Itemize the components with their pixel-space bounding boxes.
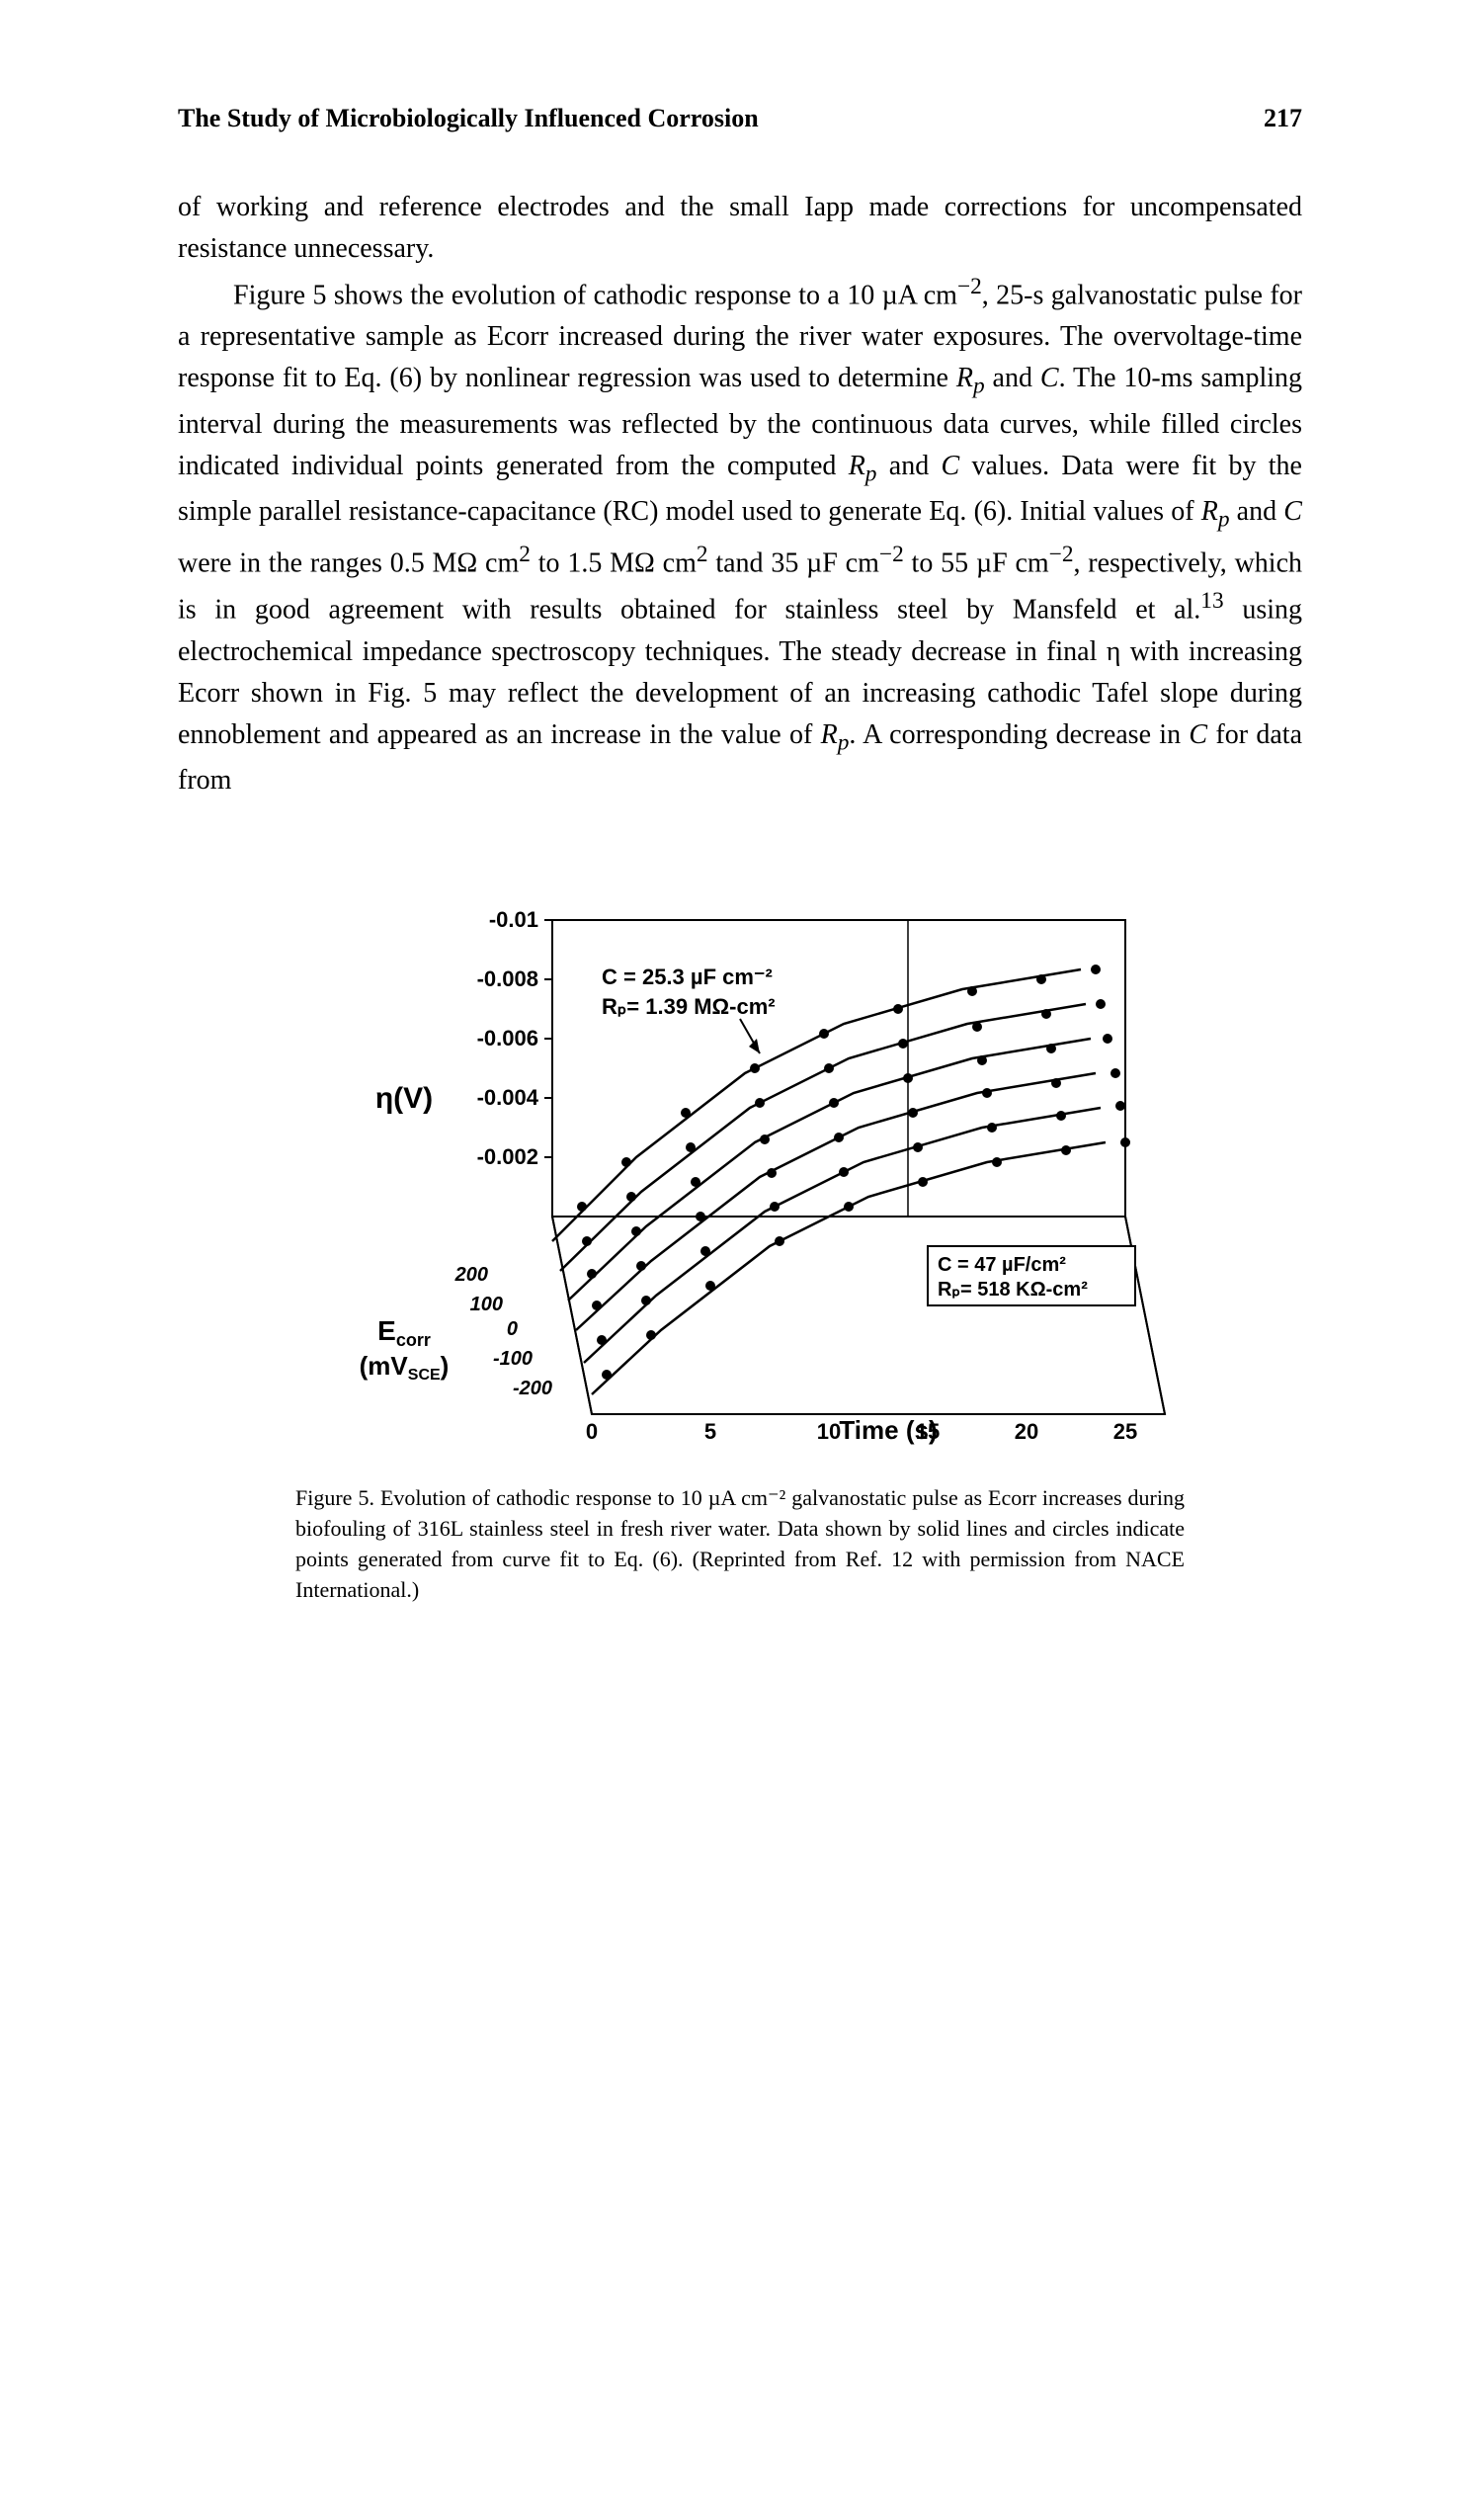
svg-text:25: 25 xyxy=(1113,1419,1137,1444)
svg-text:200: 200 xyxy=(454,1264,488,1286)
svg-text:η(V): η(V) xyxy=(375,1082,433,1115)
figure-svg: -0.01-0.008-0.006-0.004-0.002η(V)0510152… xyxy=(295,881,1185,1454)
figure-caption: Figure 5. Evolution of cathodic response… xyxy=(295,1483,1185,1605)
svg-text:Rₚ= 518 KΩ-cm²: Rₚ= 518 KΩ-cm² xyxy=(938,1279,1088,1301)
paragraph-2: Figure 5 shows the evolution of cathodic… xyxy=(178,270,1302,801)
svg-text:5: 5 xyxy=(704,1419,716,1444)
body-text: of working and reference electrodes and … xyxy=(178,187,1302,801)
page-number: 217 xyxy=(1264,99,1302,137)
page-header: The Study of Microbiologically Influence… xyxy=(178,99,1302,137)
svg-text:0: 0 xyxy=(586,1419,598,1444)
svg-text:Time (s): Time (s) xyxy=(839,1415,937,1445)
svg-text:20: 20 xyxy=(1015,1419,1038,1444)
running-title: The Study of Microbiologically Influence… xyxy=(178,99,759,137)
svg-text:100: 100 xyxy=(470,1294,503,1315)
svg-text:-0.004: -0.004 xyxy=(477,1085,539,1110)
paragraph-1: of working and reference electrodes and … xyxy=(178,187,1302,270)
svg-text:C = 25.3 µF cm⁻²: C = 25.3 µF cm⁻² xyxy=(602,965,773,989)
svg-text:-100: -100 xyxy=(493,1348,533,1370)
svg-text:C = 47 µF/cm²: C = 47 µF/cm² xyxy=(938,1254,1066,1276)
svg-text:10: 10 xyxy=(817,1419,841,1444)
svg-text:-0.008: -0.008 xyxy=(477,966,538,991)
figure-5: -0.01-0.008-0.006-0.004-0.002η(V)0510152… xyxy=(295,881,1185,1605)
svg-text:-200: -200 xyxy=(513,1378,552,1399)
svg-text:(mVSCE): (mVSCE) xyxy=(360,1351,450,1384)
svg-text:0: 0 xyxy=(507,1318,518,1340)
svg-text:Ecorr: Ecorr xyxy=(377,1315,431,1350)
svg-text:-0.002: -0.002 xyxy=(477,1144,538,1169)
svg-text:Rₚ= 1.39 MΩ-cm²: Rₚ= 1.39 MΩ-cm² xyxy=(602,994,776,1019)
svg-text:-0.01: -0.01 xyxy=(489,907,538,932)
svg-text:-0.006: -0.006 xyxy=(477,1026,538,1050)
